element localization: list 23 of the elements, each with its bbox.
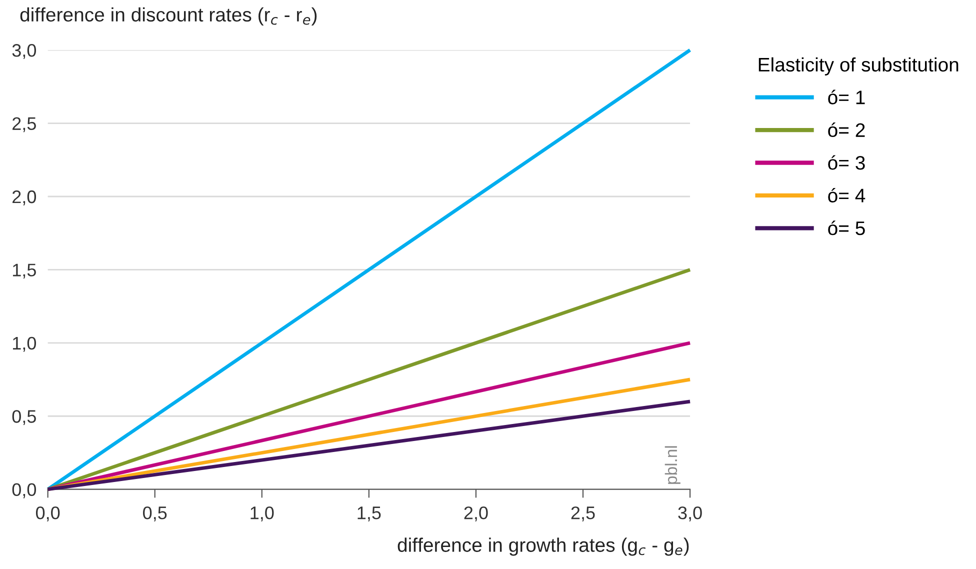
y-axis-title: difference in discount rates (r$_{c}$ - r$_{e}$) xyxy=(20,7,317,26)
x-tick-label: 2,5 xyxy=(571,506,595,522)
y-tick-label: 3,0 xyxy=(12,44,36,59)
y-tick-label: 2,5 xyxy=(12,117,36,132)
legend-title: Elasticity of substitution xyxy=(758,57,958,76)
x-tick-label: 0,5 xyxy=(143,506,167,522)
annotation: pbl.nl xyxy=(664,446,680,484)
x-tick-label: 0,0 xyxy=(36,506,60,522)
x-tick-label: 1,0 xyxy=(250,506,274,522)
y-tick-label: 2,0 xyxy=(12,190,36,206)
legend-label: ó= 3 xyxy=(828,155,865,170)
x-axis-title: difference in growth rates (g$_{c}$ - g$_{e}$) xyxy=(398,538,689,556)
x-tick-label: 1,5 xyxy=(358,506,381,522)
x-tick-label: 3,0 xyxy=(678,506,702,522)
legend-label: ó= 4 xyxy=(828,188,866,202)
y-tick-label: 0,5 xyxy=(12,410,36,425)
y-tick-label: 1,0 xyxy=(12,336,36,352)
legend-label: ó= 2 xyxy=(828,122,865,138)
y-tick-label: 0,0 xyxy=(12,483,36,498)
x-tick-label: 2,0 xyxy=(464,506,488,522)
legend-label: ó= 1 xyxy=(828,90,865,104)
y-tick-label: 1,5 xyxy=(12,264,36,279)
legend-label: ó= 5 xyxy=(828,220,865,236)
